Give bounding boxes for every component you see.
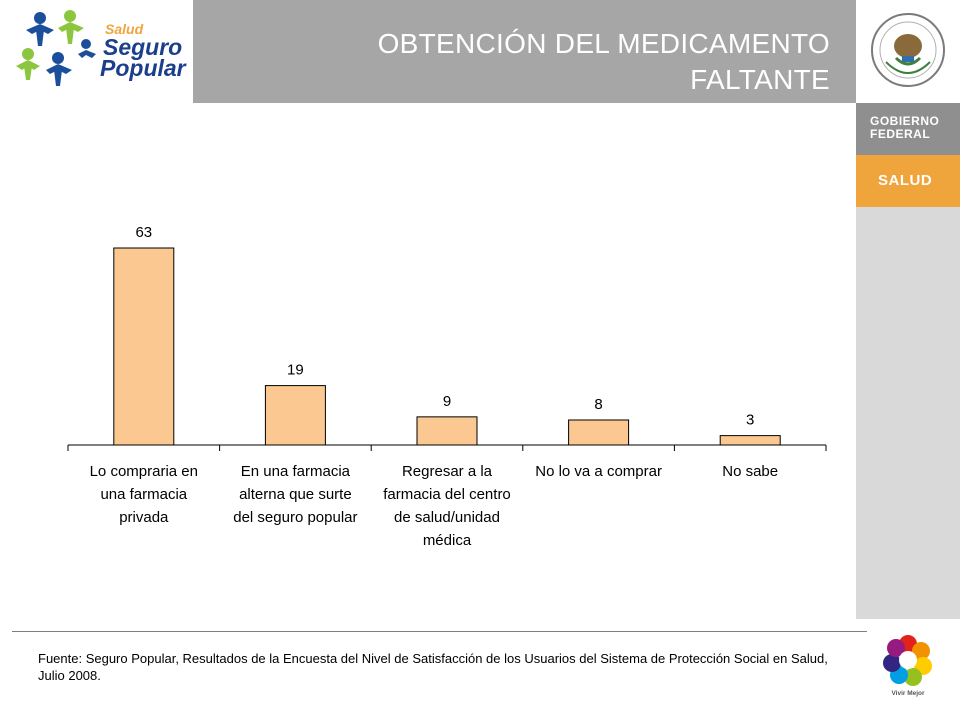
page-title-line1: OBTENCIÓN DEL MEDICAMENTO	[377, 28, 830, 59]
category-label-line: una farmacia	[100, 486, 188, 503]
vivir-mejor-label: Vivir Mejor	[891, 690, 925, 697]
brand-line2-label: Popular	[100, 55, 187, 81]
category-label-line: No sabe	[722, 463, 779, 480]
category-label-line: Regresar a la	[401, 463, 493, 480]
category-label: No sabe	[670, 460, 830, 483]
bar-chart: 63 19 9 8 3 Lo compraria en una farmacia priva…	[0, 200, 856, 549]
bar	[264, 385, 326, 446]
category-label: Regresar a la farmacia del centro de salud…	[367, 460, 527, 552]
category-label: En una farmacia alterna que surte del segu…	[215, 460, 375, 529]
bar-value-label: 8	[594, 396, 602, 413]
seguro-popular-logo: Salud Seguro Popular	[0, 0, 193, 103]
category-label-line: farmacia del centro	[383, 486, 511, 503]
bar-value-label: 19	[287, 362, 304, 379]
right-panel: GOBIERNO FEDERAL SALUD Vivir Mejor	[856, 0, 960, 720]
mexican-seal-icon	[871, 13, 945, 87]
footer-divider	[12, 631, 867, 632]
source-note: Fuente: Seguro Popular, Resultados de la…	[38, 651, 828, 683]
title-bar: OBTENCIÓN DEL MEDICAMENTO FALTANTE	[193, 0, 856, 103]
bar-value-label: 63	[135, 224, 152, 241]
category-label-line: En una farmacia	[240, 463, 350, 480]
category-label: Lo compraria en una farmacia privada	[64, 460, 224, 529]
brand-line1-label: Seguro	[103, 34, 182, 60]
bar	[416, 416, 478, 446]
page-title: OBTENCIÓN DEL MEDICAMENTO FALTANTE	[270, 26, 830, 98]
category-label-line: médica	[422, 532, 472, 549]
salud-badge: SALUD	[856, 155, 960, 207]
escudo-nacional	[856, 0, 960, 103]
bar	[719, 435, 781, 446]
page-title-line2: FALTANTE	[690, 64, 830, 95]
category-label: No lo va a comprar	[519, 460, 679, 483]
bar-chart-svg: 63 19 9 8 3	[67, 224, 827, 451]
category-label-line: del seguro popular	[233, 509, 358, 526]
gobierno-federal-badge: GOBIERNO FEDERAL	[856, 103, 960, 155]
bar	[568, 419, 630, 446]
bar	[113, 247, 175, 446]
category-label-line: de salud/unidad	[394, 509, 500, 526]
category-label-line: alterna que surte	[239, 486, 352, 503]
bar-value-label: 3	[746, 412, 754, 429]
vivir-mejor-flower-icon	[883, 635, 932, 686]
seguro-popular-figures-icon: Salud Seguro Popular	[16, 10, 187, 86]
category-label-line: No lo va a comprar	[535, 463, 662, 480]
category-label-line: privada	[119, 509, 169, 526]
brand-small-label: Salud	[105, 21, 144, 37]
category-label-line: Lo compraria en	[89, 463, 198, 480]
gobierno-line2: FEDERAL	[870, 127, 931, 141]
gobierno-line1: GOBIERNO	[870, 114, 940, 128]
bar-value-label: 9	[443, 393, 451, 410]
